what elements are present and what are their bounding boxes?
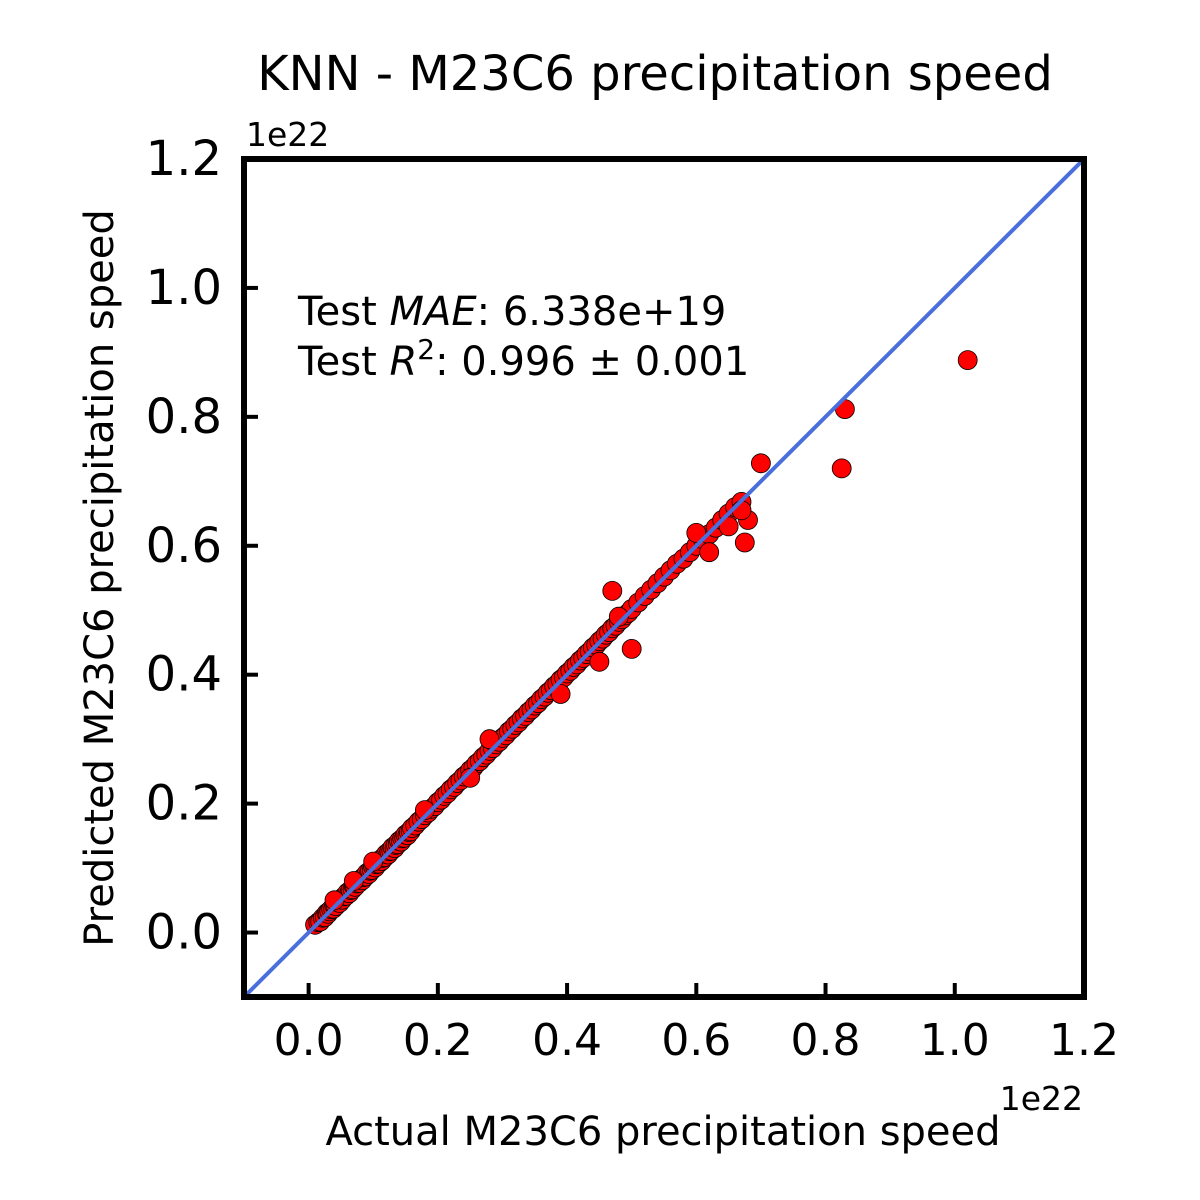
y-axis-label: Predicted M23C6 precipitation speed	[77, 209, 123, 947]
chart-title: KNN - M23C6 precipitation speed	[257, 46, 1053, 102]
x-tick-label: 0.2	[403, 1015, 473, 1066]
y-tick-label: 0.8	[146, 389, 222, 445]
x-tick-label: 1.2	[1049, 1015, 1119, 1066]
r2-value: : 0.996 ± 0.001	[435, 339, 749, 385]
x-tick-label: 0.6	[661, 1015, 731, 1066]
data-point	[608, 606, 629, 627]
plot-area	[244, 159, 1084, 997]
axis-ticks: 0.0 0.2 0.4 0.6 0.8 1.0 1.2 0.0 0.2 0.4 0.6 0.8 1.0 1…	[146, 131, 1119, 1066]
x-tick-label: 1.0	[920, 1015, 990, 1066]
mae-annotation: Test MAE: 6.338e+19	[297, 289, 726, 335]
y-tick-label: 1.2	[146, 131, 222, 187]
data-point	[550, 684, 571, 704]
data-point	[699, 542, 720, 563]
mae-value: : 6.338e+19	[477, 289, 727, 335]
x-tick-label: 0.4	[532, 1015, 602, 1066]
r2-annotation: Test R2: 0.996 ± 0.001	[297, 333, 749, 385]
x-tick-label: 0.0	[274, 1015, 344, 1066]
data-point	[718, 516, 739, 537]
data-point	[957, 350, 978, 371]
r2-exponent: 2	[417, 333, 435, 366]
y-tick-label: 0.0	[146, 905, 222, 961]
y-tick-label: 1.0	[146, 260, 222, 316]
x-offset-label: 1e22	[1000, 1079, 1083, 1118]
identity-line	[244, 159, 1084, 997]
data-point	[343, 871, 364, 891]
x-axis-label: Actual M23C6 precipitation speed	[325, 1109, 1000, 1155]
r2-symbol: R	[389, 339, 417, 385]
y-tick-label: 0.4	[146, 647, 222, 703]
data-point	[589, 651, 610, 672]
data-point	[460, 767, 481, 788]
data-point	[751, 453, 771, 474]
x-tick-label: 0.8	[791, 1015, 861, 1066]
y-offset-label: 1e22	[246, 115, 329, 154]
data-point	[731, 500, 752, 521]
data-point	[414, 800, 435, 820]
plot-frame	[241, 156, 1087, 1000]
data-point	[324, 890, 345, 911]
data-point	[621, 639, 642, 659]
data-point	[831, 458, 852, 479]
y-tick-label: 0.6	[146, 518, 222, 574]
data-point	[363, 851, 384, 872]
mae-symbol: MAE	[389, 289, 477, 335]
data-point	[602, 581, 623, 601]
r2-prefix: Test	[297, 339, 389, 385]
y-tick-label: 0.2	[146, 776, 222, 832]
data-point	[479, 729, 500, 750]
data-point	[734, 532, 755, 553]
data-point	[686, 523, 707, 543]
mae-prefix: Test	[297, 289, 389, 335]
